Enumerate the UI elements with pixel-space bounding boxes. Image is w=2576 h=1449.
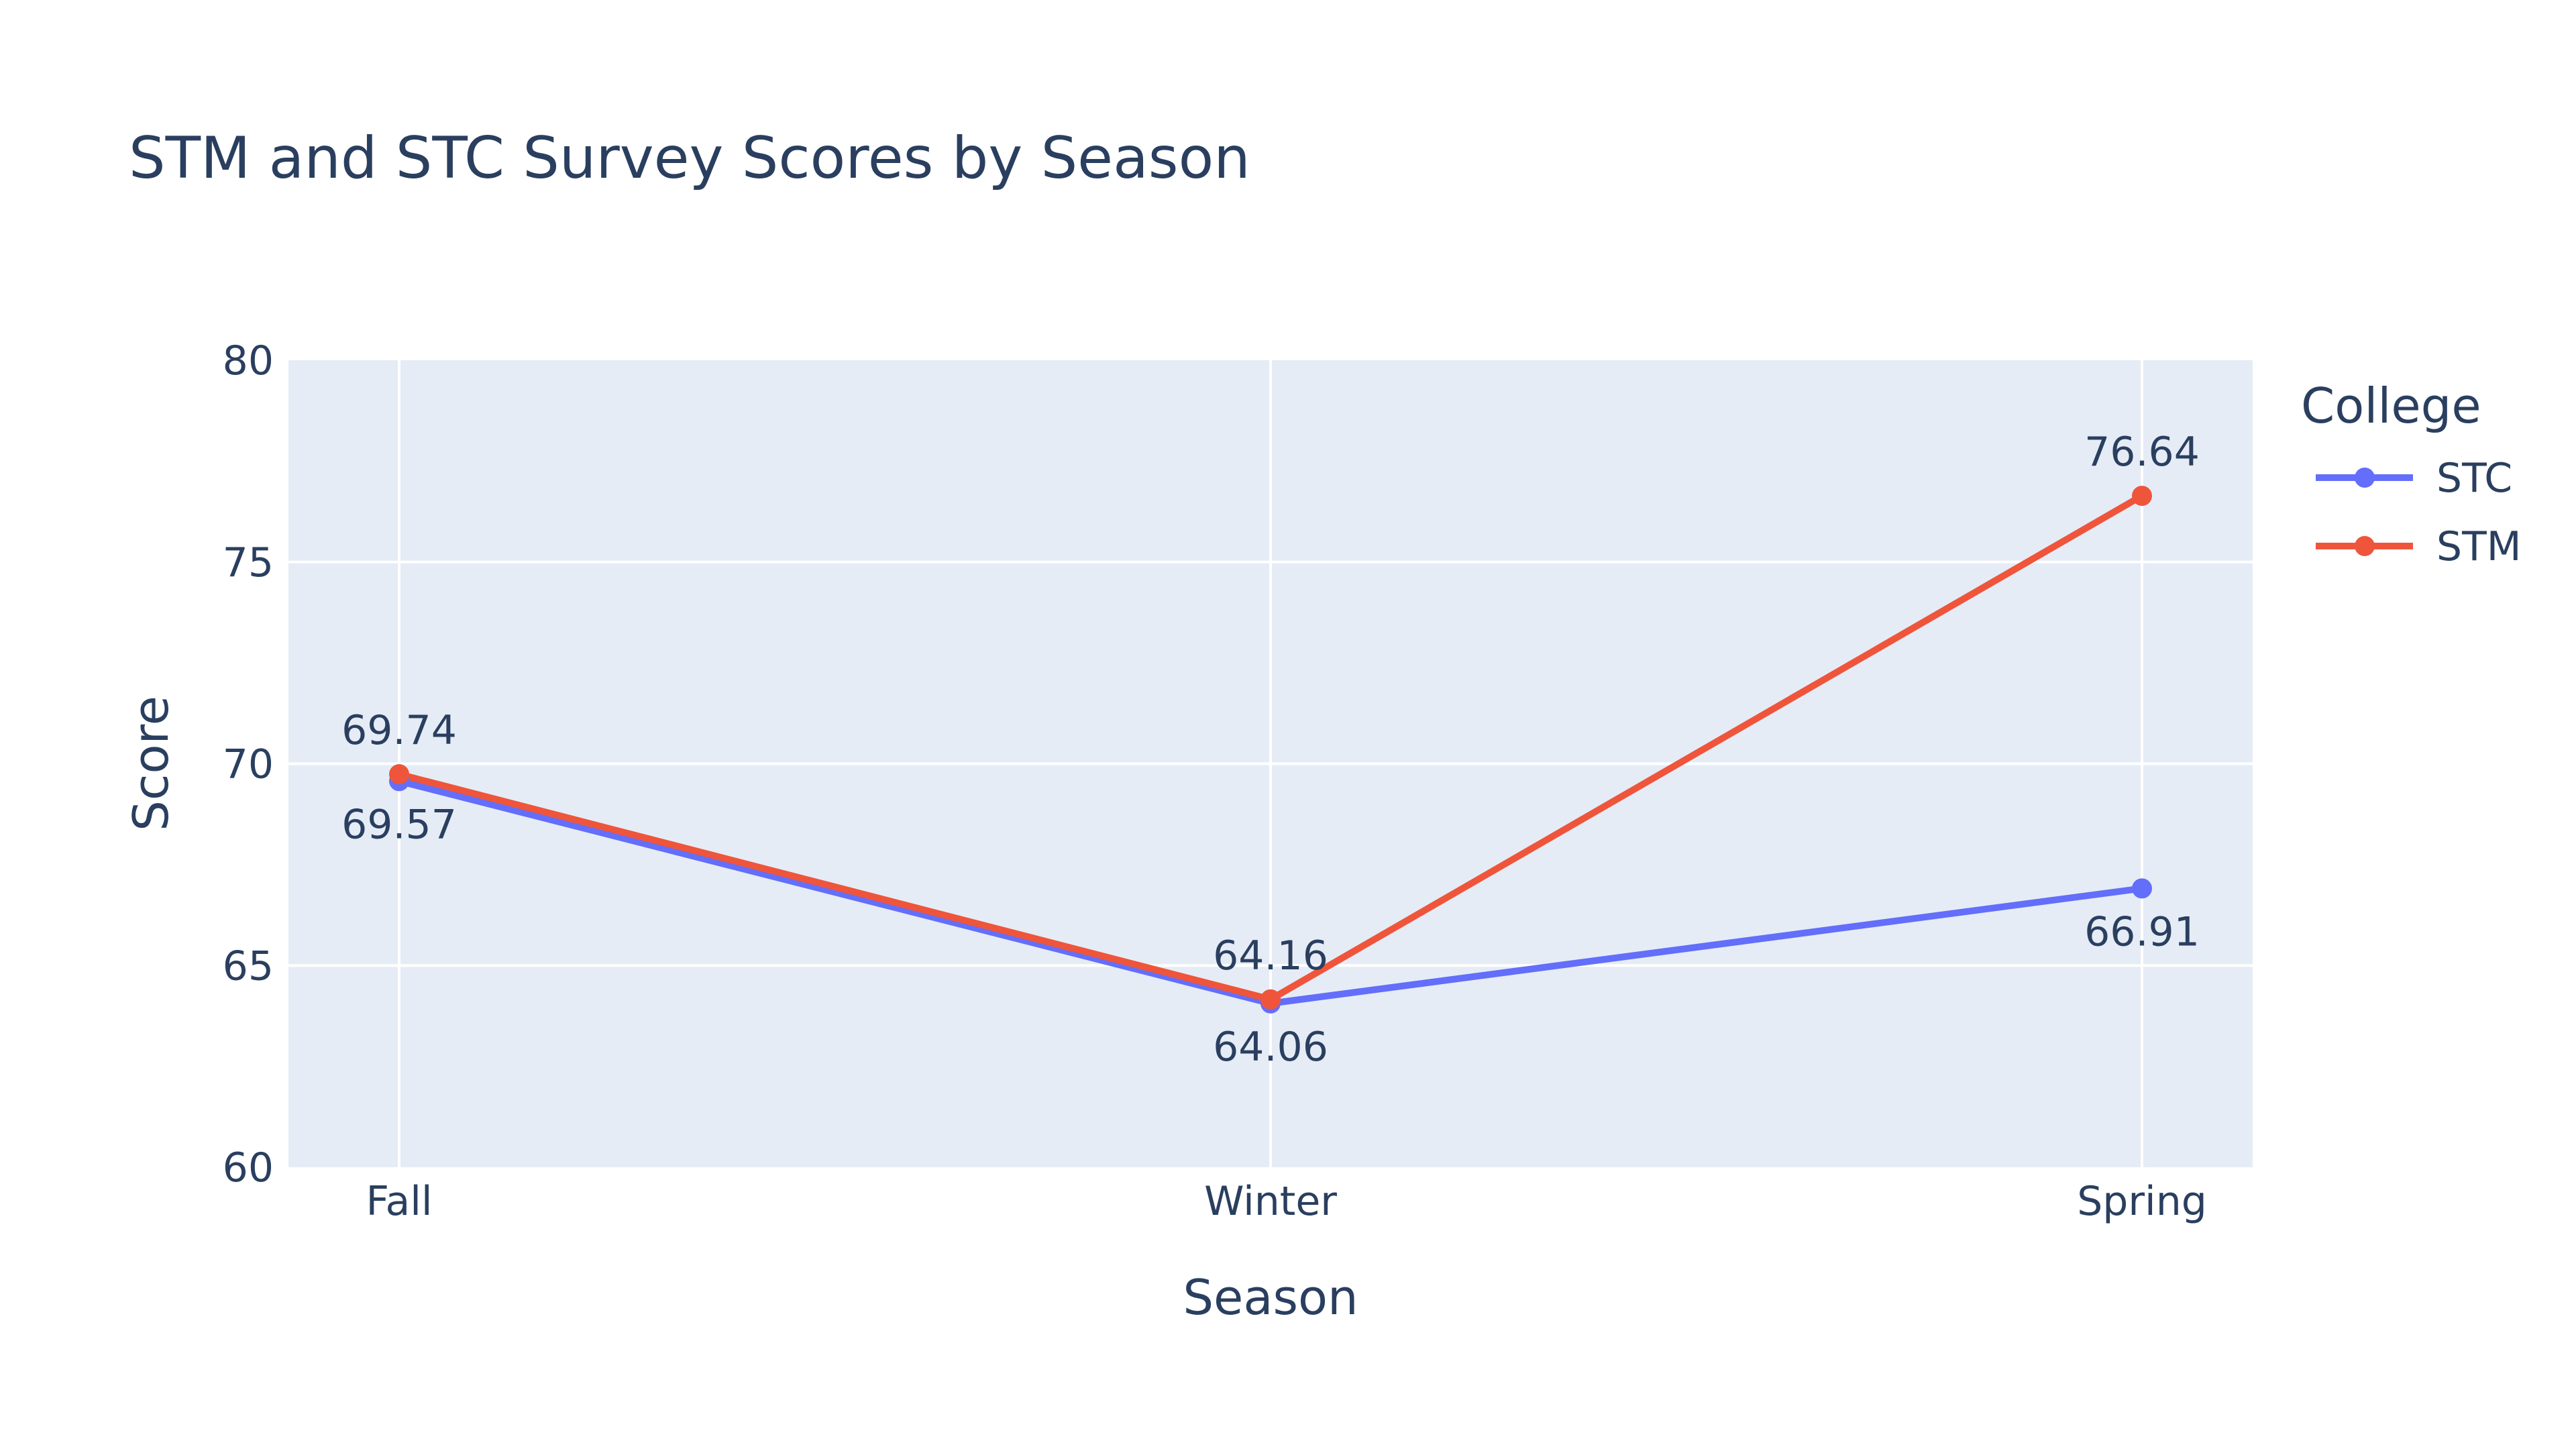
legend-items: STC STM [2316,455,2522,570]
series-points [389,486,2152,1014]
data-label-stc: 69.57 [341,801,457,848]
chart-title: STM and STC Survey Scores by Season [129,125,1250,192]
x-tick-label: Fall [366,1178,432,1225]
legend-marker-swatch [2355,468,2375,488]
x-tick-label: Spring [2077,1178,2207,1225]
legend-label: STC [2436,455,2512,502]
y-tick-label: 80 [223,337,274,384]
x-axis-title: Season [1183,1269,1358,1326]
y-tick-label: 65 [223,943,274,989]
y-tick-label: 60 [223,1144,274,1191]
y-axis-ticks: 60 65 70 75 80 [223,337,274,1191]
data-point-stm [1260,989,1281,1010]
data-label-stc: 66.91 [2084,908,2200,955]
data-labels: 69.57 64.06 66.91 69.74 64.16 76.64 [341,429,2200,1071]
data-point-stc [2132,878,2152,899]
y-tick-label: 70 [223,741,274,788]
legend: College STC STM [2301,378,2522,570]
y-axis-title: Score [123,696,179,831]
data-label-stc: 64.06 [1213,1024,1328,1071]
data-point-stm [2132,486,2152,506]
data-label-stm: 64.16 [1213,932,1328,979]
legend-item-stc: STC [2316,455,2512,502]
data-label-stm: 69.74 [341,707,457,754]
legend-label: STM [2436,523,2522,570]
legend-marker-swatch [2355,536,2375,556]
legend-title: College [2301,378,2481,434]
y-tick-label: 75 [223,539,274,586]
data-point-stm [389,764,409,785]
data-label-stm: 76.64 [2084,429,2200,476]
x-tick-label: Winter [1204,1178,1337,1225]
legend-item-stm: STM [2316,523,2522,570]
x-axis-ticks: Fall Winter Spring [366,1178,2206,1225]
